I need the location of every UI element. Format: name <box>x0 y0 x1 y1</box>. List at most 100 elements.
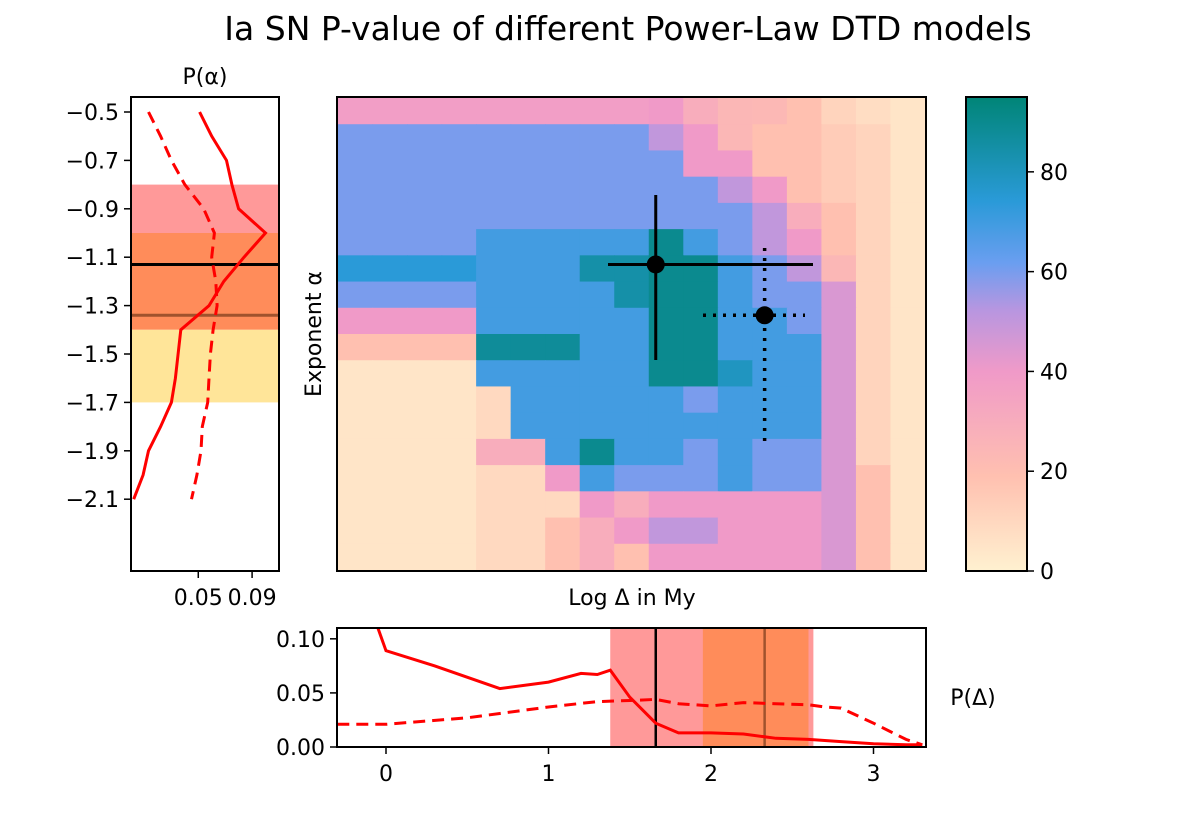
heatmap-cell <box>890 517 926 545</box>
heatmap-cell <box>441 98 477 125</box>
heatmap-cell <box>786 491 823 519</box>
heatmap-cell <box>338 255 374 283</box>
heatmap-cell <box>821 307 857 335</box>
heatmap-cell <box>545 543 581 571</box>
left-ytick-label: −2.1 <box>66 488 119 513</box>
chart-title: Ia SN P-value of different Power-Law DTD… <box>224 9 1031 48</box>
heatmap-cell <box>510 412 546 440</box>
heatmap-cell <box>579 517 615 545</box>
heatmap-cell <box>683 386 719 414</box>
heatmap-cell <box>545 360 581 388</box>
heatmap-cell <box>407 465 443 492</box>
heatmap-cell <box>683 412 719 440</box>
heatmap-cell <box>372 334 408 361</box>
left-ytick-label: −0.7 <box>66 149 119 174</box>
heatmap-cell <box>717 150 753 178</box>
heatmap-cell <box>441 255 477 283</box>
heatmap-cell <box>372 229 408 256</box>
heatmap-cell <box>890 124 926 152</box>
heatmap-cell <box>752 386 788 414</box>
heatmap-cell <box>717 307 753 335</box>
heatmap-frame <box>336 96 927 572</box>
left-series-solid <box>132 111 268 500</box>
left-ytick-label: −0.5 <box>66 101 119 126</box>
left-ytick-label: −1.5 <box>66 343 119 368</box>
heatmap-cell <box>579 150 615 178</box>
heatmap-cell <box>821 360 857 388</box>
heatmap-cell <box>407 517 443 545</box>
heatmap-cell <box>683 281 719 309</box>
heatmap-cell <box>648 386 684 414</box>
heatmap-cell <box>510 202 546 230</box>
heatmap-cell <box>752 465 788 492</box>
heatmap-cell <box>372 255 408 283</box>
heatmap-cell <box>614 202 650 230</box>
heatmap-cell <box>476 491 512 519</box>
heatmap-cell <box>579 98 615 125</box>
heatmap-cell <box>372 412 408 440</box>
heatmap-cell <box>338 517 374 545</box>
heatmap-cell <box>855 465 892 492</box>
heatmap-cell <box>372 465 408 492</box>
heatmap-cell <box>683 255 719 283</box>
heatmap-cell <box>476 281 512 309</box>
heatmap-cell <box>614 491 650 519</box>
heatmap-cell <box>407 98 443 125</box>
heatmap-cell <box>441 307 477 335</box>
heatmap-cell <box>614 229 650 256</box>
heatmap-cell <box>510 334 546 361</box>
heatmap-cell <box>890 98 926 125</box>
left-ytick-label: −0.9 <box>66 198 119 223</box>
heatmap-cell <box>407 386 443 414</box>
heatmap-cell <box>786 386 823 414</box>
heatmap-cell <box>407 229 443 256</box>
heatmap-cell <box>407 438 443 466</box>
heatmap-cell <box>407 124 443 152</box>
heatmap-cell <box>372 307 408 335</box>
heatmap-cell <box>855 517 892 545</box>
heatmap-cell <box>476 307 512 335</box>
heatmap-cell <box>614 281 650 309</box>
heatmap-cell <box>855 386 892 414</box>
heatmap-cell <box>545 150 581 178</box>
heatmap-cell <box>752 334 788 361</box>
heatmap-cell <box>890 150 926 178</box>
heatmap-cell <box>407 412 443 440</box>
heatmap-cell <box>579 202 615 230</box>
heatmap-cell <box>510 438 546 466</box>
heatmap-cell <box>786 281 823 309</box>
heatmap-cell <box>372 98 408 125</box>
heatmap-cell <box>821 386 857 414</box>
heatmap-cell <box>717 517 753 545</box>
heatmap-cell <box>545 281 581 309</box>
heatmap-cell <box>579 281 615 309</box>
heatmap-cell <box>890 307 926 335</box>
heatmap-cell <box>407 176 443 204</box>
heatmap-cell <box>821 255 857 283</box>
heatmap-cell <box>372 438 408 466</box>
heatmap-cell <box>545 98 581 125</box>
heatmap-cell <box>821 334 857 361</box>
heatmap-cell <box>407 543 443 571</box>
heatmap-cell <box>648 307 684 335</box>
colorbar-tick-label: 0 <box>1040 560 1054 585</box>
heatmap-cell <box>372 491 408 519</box>
heatmap-cell <box>648 202 684 230</box>
heatmap-cell <box>855 281 892 309</box>
heatmap-cell <box>648 465 684 492</box>
heatmap-cell <box>476 176 512 204</box>
heatmap-cell <box>441 150 477 178</box>
heatmap-overlay <box>608 195 813 446</box>
heatmap-cell <box>579 491 615 519</box>
left-xtick-label: 0.09 <box>228 586 277 611</box>
heatmap-cell <box>579 438 615 466</box>
heatmap-cell <box>579 543 615 571</box>
heatmap-cell <box>752 438 788 466</box>
bottom-ytick-label: 0.10 <box>276 628 325 653</box>
heatmap-cell <box>752 491 788 519</box>
heatmap-cell <box>338 176 374 204</box>
heatmap-ylabel: Exponent α <box>302 271 327 397</box>
heatmap-cell <box>545 386 581 414</box>
heatmap-cell <box>441 491 477 519</box>
